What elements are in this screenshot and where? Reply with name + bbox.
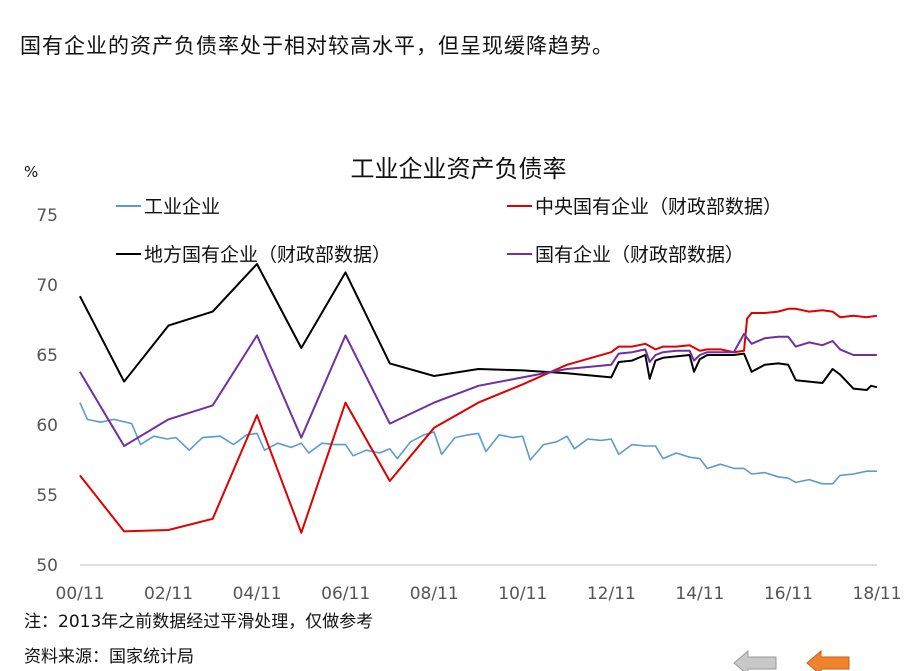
series-line-3 [79, 333, 877, 447]
series-line-0 [79, 402, 877, 485]
x-tick-label: 04/11 [233, 584, 282, 604]
x-tick-label: 10/11 [498, 584, 547, 604]
y-tick-label: 50 [36, 556, 58, 576]
x-axis-ticks: 00/11 02/11 04/11 06/11 08/11 10/11 12/11 14/11… [56, 584, 902, 604]
prev-arrow-icon[interactable] [805, 649, 851, 671]
x-tick-label: 18/11 [853, 584, 902, 604]
y-tick-label: 70 [36, 276, 58, 296]
x-tick-label: 08/11 [410, 584, 459, 604]
chart-title: 工业企业资产负债率 [350, 155, 567, 183]
x-tick-label: 12/11 [587, 584, 636, 604]
x-tick-label: 16/11 [764, 584, 813, 604]
footnote: 注：2013年之前数据经过平滑处理，仅做参考 [24, 612, 374, 632]
legend-label-3: 国有企业（财政部数据） [535, 244, 744, 266]
series-line-2 [79, 263, 878, 391]
x-tick-label: 00/11 [56, 584, 105, 604]
legend-label-2: 地方国有企业（财政部数据） [144, 244, 391, 266]
y-axis-unit: % [24, 163, 39, 181]
legend: 工业企业 中央国有企业（财政部数据） 地方国有企业（财政部数据） 国有企业（财政部数据… [116, 196, 782, 266]
y-tick-label: 55 [36, 486, 58, 506]
series-lines [79, 263, 878, 534]
legend-label-1: 中央国有企业（财政部数据） [535, 196, 782, 218]
x-tick-label: 06/11 [321, 584, 370, 604]
x-tick-label: 14/11 [675, 584, 724, 604]
x-tick-label: 02/11 [144, 584, 193, 604]
y-tick-label: 65 [36, 346, 58, 366]
series-line-1 [79, 307, 878, 534]
back-arrow-icon[interactable] [732, 649, 778, 671]
page-headline: 国有企业的资产负债率处于相对较高水平，但呈现缓降趋势。 [20, 34, 614, 58]
legend-label-0: 工业企业 [144, 196, 220, 218]
y-axis-ticks: 50 55 60 65 70 75 [36, 206, 58, 576]
y-tick-label: 60 [36, 416, 58, 436]
y-tick-label: 75 [36, 206, 58, 226]
data-source: 资料来源：国家统计局 [24, 647, 194, 667]
